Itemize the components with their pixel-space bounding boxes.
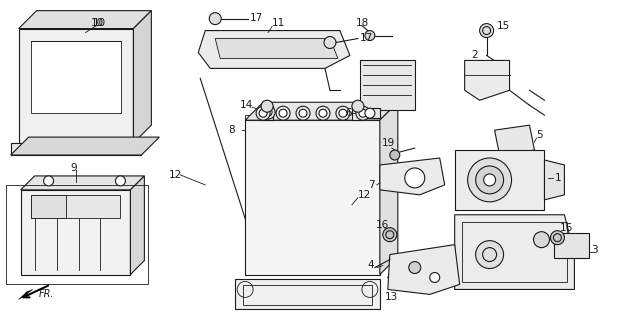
Polygon shape: [30, 195, 66, 218]
Circle shape: [480, 24, 494, 37]
Polygon shape: [19, 289, 33, 300]
Circle shape: [319, 109, 327, 117]
Circle shape: [264, 108, 272, 116]
Polygon shape: [235, 279, 380, 309]
Text: 9: 9: [71, 163, 77, 173]
Polygon shape: [19, 28, 133, 143]
Polygon shape: [215, 38, 338, 59]
Circle shape: [276, 106, 290, 120]
Polygon shape: [11, 143, 141, 155]
Polygon shape: [454, 215, 574, 289]
Text: 12: 12: [168, 170, 182, 180]
Circle shape: [261, 105, 275, 119]
Circle shape: [356, 106, 370, 120]
Polygon shape: [245, 102, 398, 120]
Circle shape: [390, 150, 400, 160]
Text: 18: 18: [356, 18, 369, 28]
Text: 17: 17: [360, 33, 373, 43]
Circle shape: [339, 109, 347, 117]
Circle shape: [115, 176, 125, 186]
Circle shape: [409, 261, 421, 274]
Polygon shape: [11, 137, 159, 155]
Polygon shape: [352, 106, 364, 120]
Polygon shape: [388, 244, 459, 294]
Text: 14: 14: [240, 100, 254, 110]
Text: 10: 10: [91, 18, 104, 28]
Circle shape: [299, 109, 307, 117]
Polygon shape: [454, 150, 544, 210]
Text: 12: 12: [358, 190, 371, 200]
Polygon shape: [544, 160, 564, 200]
Polygon shape: [130, 176, 144, 275]
Circle shape: [476, 241, 503, 268]
Circle shape: [316, 106, 330, 120]
Text: 5: 5: [536, 130, 543, 140]
Circle shape: [209, 13, 221, 25]
Polygon shape: [245, 120, 380, 275]
Polygon shape: [30, 41, 122, 113]
Text: 15: 15: [497, 20, 510, 31]
Circle shape: [484, 174, 495, 186]
Text: 2: 2: [472, 51, 478, 60]
Circle shape: [405, 168, 425, 188]
Text: 19: 19: [382, 138, 395, 148]
Text: 1: 1: [554, 173, 561, 183]
Text: 6: 6: [345, 108, 352, 118]
Text: 10: 10: [92, 18, 105, 28]
Text: 11: 11: [272, 18, 285, 28]
Circle shape: [430, 273, 440, 283]
Circle shape: [261, 100, 273, 112]
Text: 3: 3: [591, 244, 598, 255]
Circle shape: [467, 158, 512, 202]
Text: 13: 13: [385, 292, 398, 302]
Text: FR.: FR.: [38, 289, 54, 300]
Circle shape: [476, 166, 503, 194]
Text: 17: 17: [250, 12, 264, 23]
Polygon shape: [20, 190, 130, 275]
Text: 7: 7: [368, 180, 374, 190]
Polygon shape: [360, 108, 380, 118]
Circle shape: [324, 36, 336, 49]
Circle shape: [365, 31, 375, 41]
Circle shape: [359, 109, 367, 117]
Polygon shape: [133, 11, 151, 143]
Text: 16: 16: [376, 220, 389, 230]
Circle shape: [336, 106, 350, 120]
Circle shape: [352, 100, 364, 112]
Polygon shape: [30, 195, 120, 218]
Polygon shape: [554, 233, 590, 258]
Circle shape: [383, 228, 397, 242]
Text: 16: 16: [559, 223, 573, 233]
Polygon shape: [360, 60, 415, 110]
Polygon shape: [261, 106, 273, 120]
Circle shape: [533, 232, 549, 248]
Polygon shape: [464, 60, 510, 100]
Polygon shape: [20, 176, 144, 190]
Polygon shape: [380, 102, 398, 275]
Polygon shape: [380, 158, 445, 195]
Circle shape: [279, 109, 287, 117]
Circle shape: [551, 231, 564, 244]
Text: 8: 8: [228, 125, 235, 135]
Circle shape: [365, 108, 375, 118]
Polygon shape: [19, 11, 151, 28]
Circle shape: [296, 106, 310, 120]
Circle shape: [259, 109, 267, 117]
Polygon shape: [495, 125, 534, 155]
Circle shape: [256, 106, 270, 120]
Circle shape: [43, 176, 53, 186]
Text: 4: 4: [368, 260, 374, 269]
Polygon shape: [198, 31, 350, 68]
